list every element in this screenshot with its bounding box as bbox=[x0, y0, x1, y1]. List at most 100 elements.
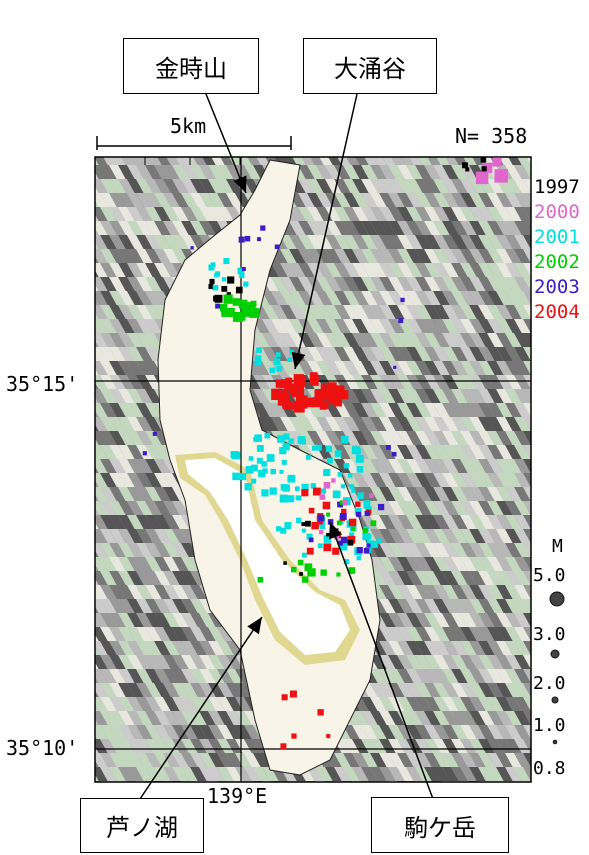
terrain-patch bbox=[370, 347, 387, 361]
terrain-patch bbox=[316, 795, 339, 821]
terrain-patch bbox=[478, 221, 497, 238]
terrain-patch bbox=[343, 795, 364, 816]
terrain-patch bbox=[73, 207, 92, 225]
terrain-patch bbox=[523, 445, 531, 460]
terrain-patch bbox=[208, 179, 226, 194]
terrain-patch bbox=[100, 781, 110, 782]
terrain-patch bbox=[136, 361, 155, 379]
terrain-patch bbox=[442, 669, 461, 686]
terrain-patch bbox=[73, 571, 95, 594]
terrain-patch bbox=[487, 767, 505, 782]
terrain-patch bbox=[109, 207, 128, 225]
terrain-patch bbox=[379, 683, 397, 698]
quake-2001 bbox=[325, 446, 331, 452]
arrow-owakudani-head bbox=[291, 351, 306, 369]
terrain-patch bbox=[64, 543, 82, 560]
quake-2001 bbox=[287, 474, 296, 483]
terrain-patch bbox=[109, 445, 127, 461]
terrain-patch bbox=[343, 459, 361, 474]
quake-2001 bbox=[279, 494, 288, 503]
terrain-patch bbox=[514, 375, 531, 391]
terrain-patch bbox=[370, 291, 388, 306]
quake-2003 bbox=[364, 510, 370, 517]
terrain-patch bbox=[460, 347, 479, 364]
terrain-patch bbox=[550, 417, 567, 432]
terrain-patch bbox=[73, 459, 91, 475]
terrain-patch bbox=[388, 347, 406, 363]
terrain-patch bbox=[148, 157, 163, 167]
quake-1997 bbox=[226, 292, 231, 297]
terrain-patch bbox=[460, 613, 479, 630]
terrain-patch bbox=[550, 375, 568, 391]
terrain-patch bbox=[541, 739, 562, 760]
terrain-patch bbox=[64, 767, 90, 798]
quake-2001 bbox=[245, 466, 254, 474]
quake-2001 bbox=[270, 468, 276, 475]
terrain-patch bbox=[55, 795, 78, 820]
terrain-patch bbox=[469, 571, 486, 585]
quake-2004 bbox=[289, 402, 297, 410]
quake-2001 bbox=[267, 455, 272, 460]
quake-1997 bbox=[480, 157, 487, 163]
terrain-patch bbox=[442, 305, 461, 323]
quake-2002 bbox=[304, 563, 313, 572]
quake-2001 bbox=[297, 496, 302, 501]
terrain-patch bbox=[154, 515, 172, 531]
quake-2001 bbox=[351, 446, 360, 455]
quake-2001 bbox=[326, 457, 333, 464]
terrain-patch bbox=[487, 375, 506, 393]
terrain-patch bbox=[514, 711, 531, 727]
mag-0-8: 0.8 bbox=[533, 758, 566, 779]
terrain-patch bbox=[154, 725, 172, 741]
terrain-patch bbox=[550, 347, 569, 366]
terrain-patch bbox=[73, 585, 92, 604]
terrain-patch bbox=[118, 753, 135, 767]
terrain-patch bbox=[325, 277, 343, 292]
terrain-patch bbox=[406, 459, 423, 473]
quake-2004 bbox=[280, 743, 287, 750]
terrain-patch bbox=[379, 445, 398, 463]
terrain-patch bbox=[550, 361, 570, 381]
terrain-patch bbox=[550, 445, 572, 468]
terrain-patch bbox=[424, 767, 442, 782]
terrain-patch bbox=[541, 473, 564, 499]
terrain-patch bbox=[388, 571, 405, 585]
terrain-patch bbox=[487, 739, 505, 755]
terrain-patch bbox=[136, 543, 153, 557]
terrain-patch bbox=[532, 333, 552, 353]
terrain-patch bbox=[406, 235, 424, 251]
terrain-patch bbox=[64, 627, 88, 655]
terrain-patch bbox=[361, 389, 380, 406]
terrain-patch bbox=[55, 683, 76, 705]
terrain-patch bbox=[550, 403, 567, 417]
terrain-patch bbox=[370, 235, 387, 249]
terrain-patch bbox=[325, 781, 335, 782]
terrain-patch bbox=[55, 557, 79, 585]
terrain-patch bbox=[73, 487, 92, 505]
terrain-patch bbox=[523, 781, 531, 782]
quake-2004 bbox=[314, 389, 326, 401]
terrain-patch bbox=[145, 417, 162, 431]
quake-2002 bbox=[232, 311, 243, 322]
quake-2004 bbox=[279, 390, 288, 400]
terrain-patch bbox=[496, 515, 515, 533]
terrain-patch bbox=[307, 795, 332, 824]
terrain-patch bbox=[100, 165, 118, 180]
quake-2002 bbox=[362, 528, 368, 534]
terrain-patch bbox=[451, 669, 468, 683]
terrain-patch bbox=[181, 781, 191, 782]
terrain-patch bbox=[505, 585, 524, 602]
terrain-patch bbox=[442, 263, 459, 277]
terrain-patch bbox=[505, 375, 523, 391]
terrain-patch bbox=[388, 375, 407, 392]
terrain-patch bbox=[469, 543, 486, 557]
terrain-patch bbox=[532, 655, 551, 674]
earthquake-points bbox=[142, 157, 508, 750]
quake-2001 bbox=[315, 444, 322, 451]
terrain-patch bbox=[505, 291, 523, 306]
terrain-patch bbox=[451, 725, 468, 739]
terrain-patch bbox=[388, 683, 405, 697]
quake-2004 bbox=[289, 690, 297, 698]
terrain-patch bbox=[469, 263, 487, 278]
